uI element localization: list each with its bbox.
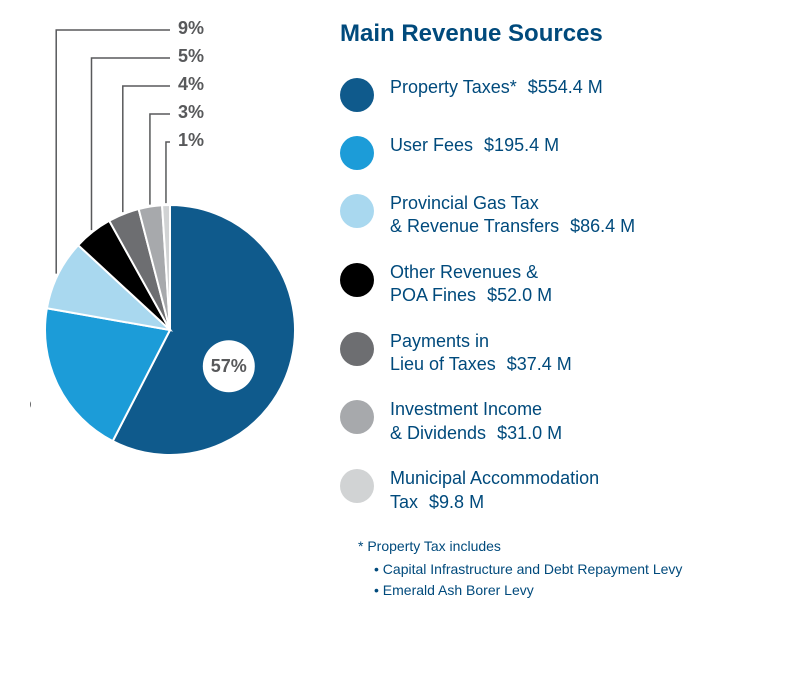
legend-swatch	[340, 78, 374, 112]
callout-label-prov-gas-tax: 9%	[178, 18, 204, 39]
footnote-title: * Property Tax includes	[358, 536, 756, 557]
legend-amount: $195.4 M	[484, 135, 559, 155]
legend-text: Property Taxes* $554.4 M	[390, 76, 603, 99]
legend-panel: Main Revenue Sources Property Taxes* $55…	[340, 0, 786, 696]
legend-label: Municipal Accommodation	[390, 468, 599, 488]
legend-label: & Dividends	[390, 423, 486, 443]
legend-label: Tax	[390, 492, 418, 512]
legend-label: Payments in	[390, 331, 489, 351]
footnote-item: Capital Infrastructure and Debt Repaymen…	[374, 559, 756, 580]
footnote: * Property Tax includes Capital Infrastr…	[358, 536, 756, 601]
legend-item-payments-lieu: Payments in Lieu of Taxes $37.4 M	[340, 330, 756, 377]
legend-amount: $86.4 M	[570, 216, 635, 236]
legend-amount: $31.0 M	[497, 423, 562, 443]
legend-amount: $554.4 M	[528, 77, 603, 97]
legend-amount: $37.4 M	[507, 354, 572, 374]
callout-line	[91, 58, 170, 230]
legend-item-user-fees: User Fees $195.4 M	[340, 134, 756, 170]
legend-text: User Fees $195.4 M	[390, 134, 559, 157]
legend-item-prov-gas-tax: Provincial Gas Tax & Revenue Transfers $8…	[340, 192, 756, 239]
callout-line	[56, 30, 170, 274]
legend-text: Payments in Lieu of Taxes $37.4 M	[390, 330, 572, 377]
legend-amount: $9.8 M	[429, 492, 484, 512]
legend-item-muni-accom-tax: Municipal Accommodation Tax $9.8 M	[340, 467, 756, 514]
root: 57%20% 9%5%4%3%1% Main Revenue Sources P…	[0, 0, 786, 696]
callout-label-investment: 3%	[178, 102, 204, 123]
legend-label: Property Taxes*	[390, 77, 517, 97]
callout-line	[166, 142, 170, 203]
legend-label: Lieu of Taxes	[390, 354, 496, 374]
callout-line	[123, 86, 170, 212]
legend-swatch	[340, 332, 374, 366]
legend-label: Provincial Gas Tax	[390, 193, 539, 213]
legend-label: Investment Income	[390, 399, 542, 419]
legend-text: Municipal Accommodation Tax $9.8 M	[390, 467, 599, 514]
legend-swatch	[340, 136, 374, 170]
legend-item-other-revenues: Other Revenues & POA Fines $52.0 M	[340, 261, 756, 308]
footnote-item: Emerald Ash Borer Levy	[374, 580, 756, 601]
callout-lines	[0, 0, 340, 480]
callout-label-payments-lieu: 4%	[178, 74, 204, 95]
legend-swatch	[340, 469, 374, 503]
footnote-list: Capital Infrastructure and Debt Repaymen…	[374, 559, 756, 601]
pie-holder: 57%20% 9%5%4%3%1%	[30, 190, 310, 470]
legend-text: Investment Income & Dividends $31.0 M	[390, 398, 562, 445]
callout-line	[150, 114, 170, 205]
legend-amount: $52.0 M	[487, 285, 552, 305]
legend-swatch	[340, 263, 374, 297]
chart-title: Main Revenue Sources	[340, 20, 756, 48]
chart-panel: 57%20% 9%5%4%3%1%	[0, 0, 340, 696]
callout-label-other-revenues: 5%	[178, 46, 204, 67]
legend-swatch	[340, 194, 374, 228]
legend-label: Other Revenues &	[390, 262, 538, 282]
legend-text: Provincial Gas Tax & Revenue Transfers $8…	[390, 192, 635, 239]
legend-label: & Revenue Transfers	[390, 216, 559, 236]
legend-label: User Fees	[390, 135, 473, 155]
legend-item-property-taxes: Property Taxes* $554.4 M	[340, 76, 756, 112]
callout-label-muni-accom-tax: 1%	[178, 130, 204, 151]
legend-items: Property Taxes* $554.4 M User Fees $195.4…	[340, 76, 756, 514]
legend-label: POA Fines	[390, 285, 476, 305]
legend-item-investment: Investment Income & Dividends $31.0 M	[340, 398, 756, 445]
legend-swatch	[340, 400, 374, 434]
legend-text: Other Revenues & POA Fines $52.0 M	[390, 261, 552, 308]
